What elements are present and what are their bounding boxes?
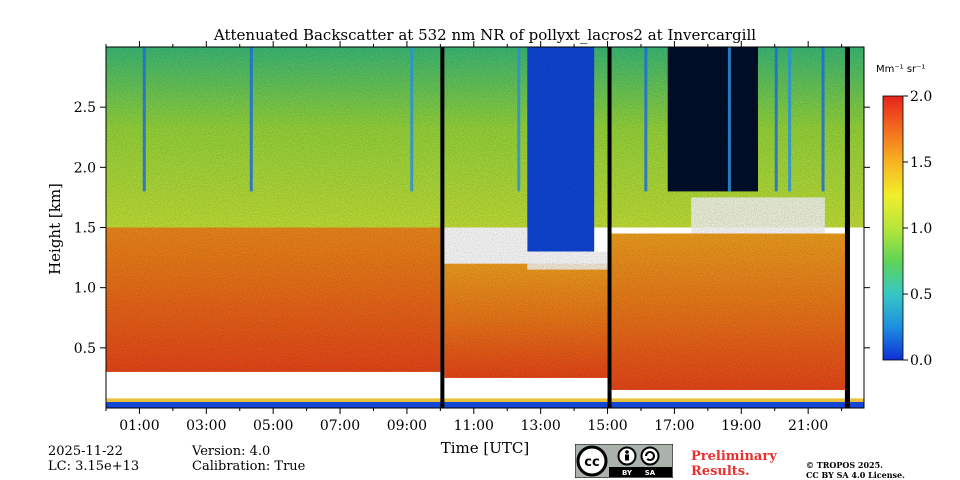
signal-streak-8 (821, 47, 825, 192)
layer-transition-2 (691, 197, 825, 234)
x-tick-label: 11:00 (454, 418, 494, 434)
colorbar-tick-label: 1.0 (910, 221, 932, 237)
no-data-gap-0 (440, 47, 445, 408)
plot-area (106, 47, 864, 408)
y-tick-label: 1.0 (74, 281, 96, 297)
signal-streak-0 (142, 47, 146, 192)
signal-streak-3 (517, 47, 521, 192)
colorbar (882, 95, 904, 361)
chart-title: Attenuated Backscatter at 532 nm NR of p… (213, 26, 756, 44)
no-data-gaps (440, 47, 850, 408)
x-tick-label: 09:00 (387, 418, 427, 434)
colorbar-ticks: 0.0 0.5 1.0 1.5 2.0 (903, 89, 932, 369)
cc-logo-icon (576, 445, 608, 477)
signal-streak-4 (644, 47, 648, 192)
colorbar-tick-label: 1.5 (910, 155, 932, 171)
lidar-constant-label: LC: 3.15e+13 (48, 459, 140, 474)
x-tick-label: 01:00 (119, 418, 159, 434)
layer-transition-1 (527, 251, 608, 270)
colorbar-tick-label: 0.5 (910, 287, 932, 303)
near-surface-band-bottom (106, 401, 864, 408)
colorbar-tick-label: 0.0 (910, 353, 932, 369)
signal-streak-7 (788, 47, 792, 192)
preliminary-line-2: Results. (691, 464, 750, 479)
y-tick-label: 2.0 (74, 160, 96, 176)
region-aerosol-boundary-layer-1 (444, 263, 608, 378)
share-alike-icon (640, 446, 660, 466)
preliminary-line-1: Preliminary (691, 449, 777, 464)
y-tick-label: 0.5 (74, 341, 96, 357)
x-tick-label: 17:00 (654, 418, 694, 434)
signal-streaks (142, 47, 825, 192)
y-axis-label: Height [km] (46, 183, 64, 275)
x-tick-label: 03:00 (186, 418, 226, 434)
y-tick-label: 2.5 (74, 100, 96, 116)
copyright-notice: © TROPOS 2025. CC BY SA 4.0 License. (806, 460, 905, 480)
signal-streak-6 (774, 47, 778, 192)
x-tick-label: 13:00 (520, 418, 560, 434)
colorbar-unit-label: Mm⁻¹ sr⁻¹ (876, 64, 926, 75)
region-aerosol-boundary-layer-2 (611, 233, 845, 390)
x-tick-label: 21:00 (788, 418, 828, 434)
no-data-gap-1 (607, 47, 612, 408)
by-label: BY (622, 469, 633, 477)
near-surface-band-top (106, 398, 864, 403)
x-tick-label: 05:00 (253, 418, 293, 434)
region-cloud-attenuated-region-4 (527, 47, 595, 252)
no-data-gap-2 (844, 47, 850, 408)
signal-streak-5 (727, 47, 731, 192)
y-tick-label: 1.5 (74, 221, 96, 237)
near-surface-band (106, 398, 864, 408)
signal-streak-1 (249, 47, 253, 192)
x-tick-label: 15:00 (587, 418, 627, 434)
preliminary-notice: Preliminary Results. (691, 449, 777, 479)
region-night-background-noise-5 (667, 47, 759, 192)
signal-streak-2 (410, 47, 414, 192)
calibration-label: Calibration: True (192, 459, 306, 474)
cc-logo-text: cc (584, 455, 599, 470)
layer-transition-0 (444, 227, 528, 264)
copyright-line-2: CC BY SA 4.0 License. (806, 470, 905, 480)
sa-label: SA (645, 469, 656, 477)
x-tick-label: 07:00 (320, 418, 360, 434)
cc-license-badge: cc BY SA (575, 444, 673, 478)
x-axis: 01:00 03:00 05:00 07:00 09:00 11:00 13:00 15:00… (105, 41, 843, 434)
colorbar-tick-label: 2.0 (910, 89, 932, 105)
x-axis-label: Time [UTC] (441, 439, 530, 457)
heatmap-regions (106, 47, 864, 390)
y-axis: 0.5 1.0 1.5 2.0 2.5 (74, 100, 870, 357)
version-label: Version: 4.0 (192, 444, 271, 459)
x-tick-label: 19:00 (721, 418, 761, 434)
date-label: 2025-11-22 (48, 444, 123, 459)
copyright-line-1: © TROPOS 2025. (806, 460, 883, 470)
